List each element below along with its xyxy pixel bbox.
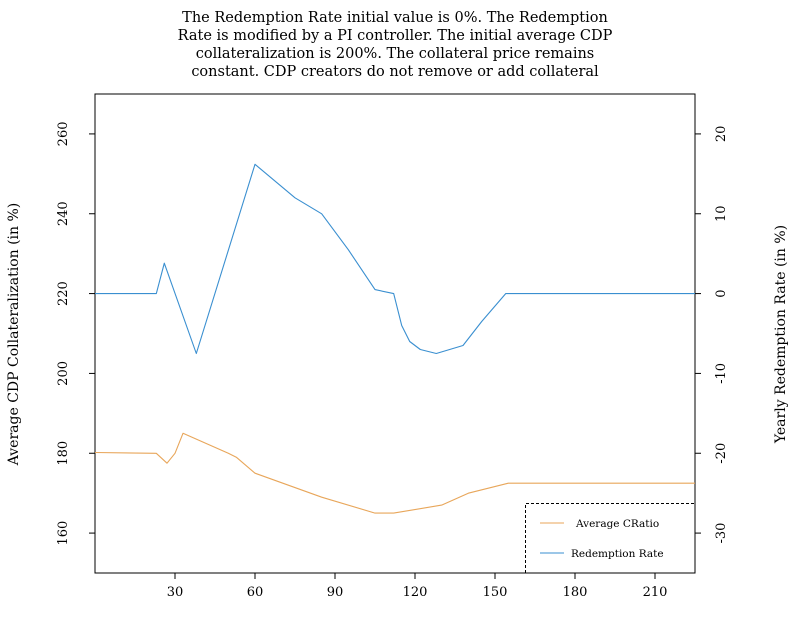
series-line-average-cratio	[94, 432, 695, 514]
x-tick-label-30: 30	[167, 585, 184, 600]
y-right-tick-label--10: -10	[714, 363, 729, 384]
x-tick-label-90: 90	[327, 585, 344, 600]
y-left-tick-label-260: 260	[56, 122, 71, 147]
chart-title: The Redemption Rate initial value is 0%.…	[178, 10, 613, 80]
y-right-tick-label-20: 20	[714, 126, 729, 143]
title-line-3: collateralization is 200%. The collatera…	[196, 46, 595, 62]
legend-border	[525, 503, 695, 573]
legend-label-redemption-rate: Redemption Rate	[571, 548, 664, 560]
y-left-tick-label-240: 240	[56, 201, 71, 226]
y-left-tick-label-160: 160	[56, 521, 71, 546]
title-line-2: Rate is modified by a PI controller. The…	[178, 28, 613, 44]
y-right-tick-label--20: -20	[714, 443, 729, 464]
series-group	[94, 163, 695, 514]
title-line-4: constant. CDP creators do not remove or …	[191, 64, 599, 80]
plot-frame	[94, 93, 696, 574]
y-right-tick-label-0: 0	[714, 289, 729, 297]
x-axis: 30 60 90 120 150 180 210	[167, 573, 668, 600]
x-tick-label-210: 210	[643, 585, 668, 600]
series-line-redemption-rate	[95, 163, 695, 355]
y-axis-right-label: Yearly Redemption Rate (in %)	[773, 225, 789, 444]
y-axis-left-label: Average CDP Collateralization (in %)	[6, 203, 22, 467]
y-left-tick-label-200: 200	[56, 361, 71, 386]
y-left-tick-label-220: 220	[56, 281, 71, 306]
title-line-1: The Redemption Rate initial value is 0%.…	[182, 10, 608, 26]
y-right-tick-label-10: 10	[714, 205, 729, 222]
y-axis-right: -30 -20 -10 0 10 20	[695, 126, 729, 544]
legend-label-average-cratio: Average CRatio	[575, 518, 659, 530]
x-tick-label-120: 120	[403, 585, 428, 600]
legend: Average CRatio Redemption Rate	[525, 503, 695, 573]
x-tick-label-60: 60	[247, 585, 264, 600]
y-right-tick-label--30: -30	[714, 523, 729, 544]
y-axis-left: 160 180 200 220 240 260	[56, 122, 95, 546]
y-left-tick-label-180: 180	[56, 441, 71, 466]
x-tick-label-150: 150	[483, 585, 508, 600]
x-tick-label-180: 180	[563, 585, 588, 600]
